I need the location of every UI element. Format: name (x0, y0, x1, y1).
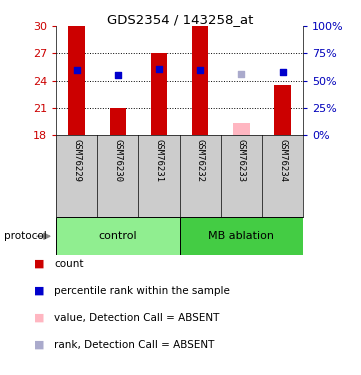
Bar (68, 26, 85, 135)
Text: value, Detection Call = ABSENT: value, Detection Call = ABSENT (54, 313, 219, 323)
Bar (180, 217, 303, 255)
Text: protocol: protocol (4, 231, 46, 241)
Bar (274, 85, 291, 135)
Text: count: count (54, 259, 84, 269)
Text: GSM76229: GSM76229 (72, 139, 81, 182)
Bar (56, 217, 180, 255)
Text: MB ablation: MB ablation (208, 231, 274, 241)
Text: GSM76234: GSM76234 (278, 139, 287, 182)
Point (239, 71, 244, 77)
Text: percentile rank within the sample: percentile rank within the sample (54, 286, 230, 296)
Point (74, 67, 79, 73)
Bar (151, 54, 167, 135)
Point (156, 66, 162, 72)
Bar (192, 26, 208, 135)
Text: GSM76230: GSM76230 (113, 139, 122, 182)
Text: ■: ■ (34, 286, 45, 296)
Text: ■: ■ (34, 259, 45, 269)
Text: GSM76231: GSM76231 (155, 139, 164, 182)
Text: ■: ■ (34, 313, 45, 323)
Text: GDS2354 / 143258_at: GDS2354 / 143258_at (107, 13, 254, 26)
Point (197, 67, 203, 73)
Point (280, 69, 286, 75)
Text: rank, Detection Call = ABSENT: rank, Detection Call = ABSENT (54, 340, 214, 350)
Text: ■: ■ (34, 340, 45, 350)
Text: control: control (99, 231, 137, 241)
Text: GSM76233: GSM76233 (237, 139, 246, 182)
Bar (109, 108, 126, 135)
Point (115, 72, 121, 78)
Text: GSM76232: GSM76232 (196, 139, 205, 182)
Bar (233, 123, 250, 135)
